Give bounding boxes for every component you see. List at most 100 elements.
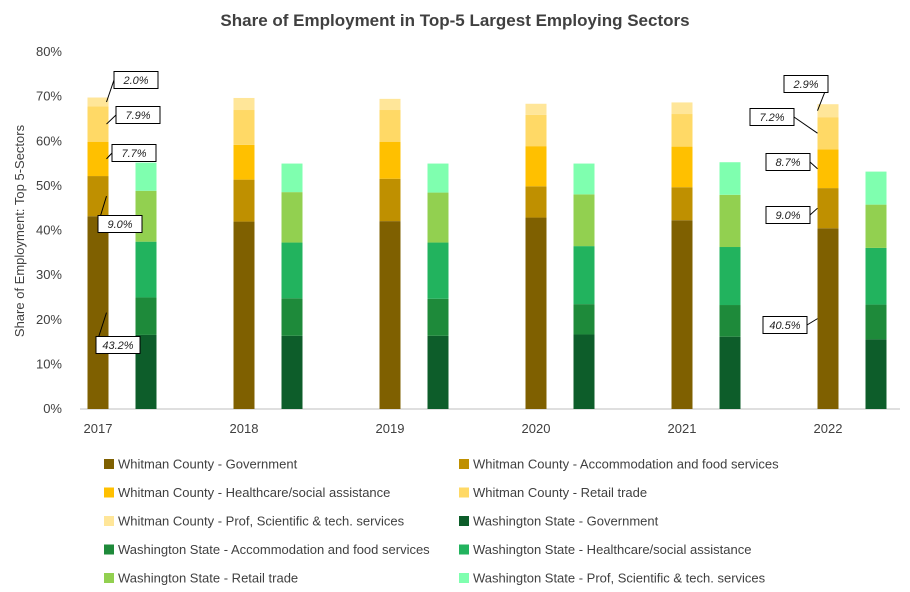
bar-segment: [281, 163, 303, 193]
y-tick-label: 80%: [36, 44, 62, 59]
bar-segment: [379, 98, 401, 111]
y-tick-label: 70%: [36, 89, 62, 104]
bar-segment: [865, 171, 887, 205]
bar-segment: [573, 246, 595, 305]
legend-swatch: [104, 516, 114, 526]
bar-segment: [525, 146, 547, 187]
bar-segment: [87, 176, 109, 217]
callout-box: [783, 75, 829, 93]
legend-swatch: [104, 573, 114, 583]
bar-segment: [573, 194, 595, 247]
y-tick-label: 0%: [43, 401, 62, 416]
bar-segment: [671, 146, 693, 188]
bar-segment: [671, 220, 693, 409]
callout-box: [111, 144, 157, 162]
bar-segment: [865, 247, 887, 305]
bar-segment: [573, 163, 595, 195]
legend-swatch: [459, 487, 469, 498]
x-tick-label: 2022: [814, 421, 843, 436]
legend-label: Washington State - Government: [473, 514, 659, 529]
callout-box: [97, 215, 143, 233]
bar-segment: [671, 187, 693, 221]
y-tick-label: 60%: [36, 133, 62, 148]
bar-segment: [135, 334, 157, 409]
bar-segment: [719, 336, 741, 409]
callout-box: [765, 206, 811, 224]
bar-segment: [427, 163, 449, 193]
bar-segment: [135, 162, 157, 191]
callout-label: 40.5%: [769, 320, 800, 332]
callout-box: [115, 106, 161, 124]
y-tick-label: 10%: [36, 356, 62, 371]
bar-segment: [233, 179, 255, 222]
callout-leader: [106, 79, 115, 103]
bar-segment: [427, 192, 449, 243]
legend-swatch: [104, 487, 114, 498]
bar-segment: [135, 297, 157, 335]
bar-segment: [719, 305, 741, 337]
bar-segment: [817, 149, 839, 189]
bar-segment: [865, 204, 887, 248]
callout-box: [95, 336, 141, 354]
bar-segment: [427, 298, 449, 336]
callout-leader: [106, 114, 117, 125]
legend-swatch: [459, 459, 469, 469]
bar-segment: [817, 228, 839, 409]
callout-label: 2.0%: [122, 75, 148, 87]
callouts: 2.0% 7.9% 7.7% 9.0% 43.2% 2.9% 7.2% 8.7% 9.0% 40.…: [95, 71, 829, 354]
bar-segment: [87, 97, 109, 107]
callout-leader: [809, 207, 818, 216]
bar-segment: [525, 103, 547, 115]
x-tick-label: 2018: [230, 421, 259, 436]
bar-segment: [817, 104, 839, 118]
x-tick-label: 2017: [84, 421, 113, 436]
y-tick-label: 40%: [36, 223, 62, 238]
bar-segment: [135, 241, 157, 298]
legend: Whitman County - Government Whitman Count…: [104, 457, 779, 586]
legend-swatch: [459, 573, 469, 583]
y-tick-label: 20%: [36, 312, 62, 327]
bar-segment: [281, 335, 303, 409]
bar-segment: [525, 217, 547, 409]
bar-segment: [233, 97, 255, 111]
legend-label: Washington State - Healthcare/social ass…: [473, 542, 751, 557]
x-tick-label: 2019: [376, 421, 405, 436]
bar-segment: [379, 178, 401, 222]
bar-segment: [87, 141, 109, 177]
bar-segment: [281, 242, 303, 299]
legend-swatch: [104, 459, 114, 469]
x-axis-ticks: 2017 2018 2019 2020 2021 2022: [84, 421, 843, 436]
y-tick-label: 50%: [36, 178, 62, 193]
callout-box: [762, 316, 808, 334]
bar-segment: [379, 110, 401, 142]
legend-swatch: [459, 516, 469, 526]
callout-label: 43.2%: [102, 340, 133, 352]
bars: [87, 97, 887, 409]
legend-label: Washington State - Prof, Scientific & te…: [473, 571, 766, 586]
x-tick-label: 2020: [522, 421, 551, 436]
chart-title: Share of Employment in Top-5 Largest Emp…: [220, 11, 689, 30]
bar-segment: [233, 221, 255, 409]
legend-label: Whitman County - Retail trade: [473, 485, 647, 500]
callout-label: 7.7%: [121, 148, 146, 160]
bar-segment: [719, 247, 741, 306]
callout-leader: [106, 152, 113, 160]
bar-segment: [427, 335, 449, 409]
legend-label: Whitman County - Healthcare/social assis…: [118, 485, 390, 500]
callout-label: 9.0%: [775, 210, 800, 222]
legend-label: Washington State - Accommodation and foo…: [118, 542, 430, 557]
bar-segment: [379, 221, 401, 409]
callout-label: 8.7%: [775, 157, 800, 169]
x-tick-label: 2021: [668, 421, 697, 436]
bar-segment: [865, 339, 887, 409]
bar-segment: [573, 334, 595, 409]
callout-box: [113, 71, 159, 89]
legend-swatch: [104, 544, 114, 555]
bar-segment: [817, 117, 839, 150]
bar-segment: [719, 162, 741, 195]
legend-label: Whitman County - Prof, Scientific & tech…: [118, 514, 405, 529]
bar-segment: [427, 242, 449, 299]
bar-segment: [233, 110, 255, 145]
legend-label: Whitman County - Accommodation and food …: [473, 457, 779, 472]
